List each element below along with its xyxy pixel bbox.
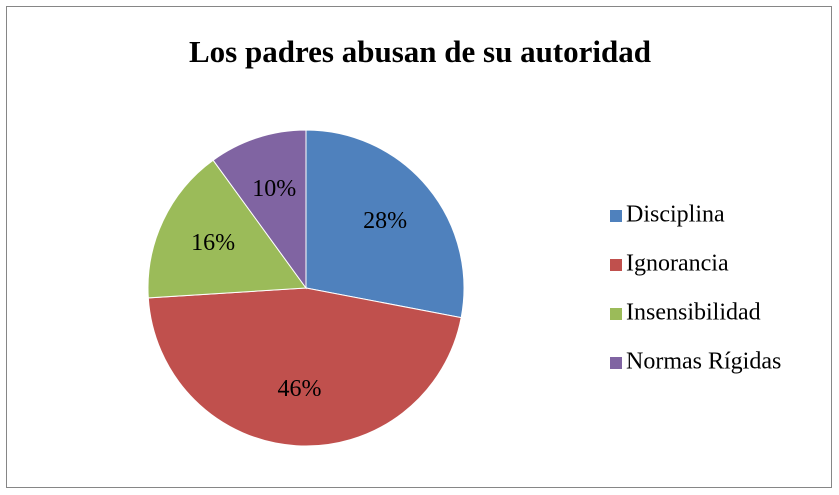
- legend-swatch: [610, 259, 622, 271]
- legend-swatch: [610, 357, 622, 369]
- chart-title: Los padres abusan de su autoridad: [189, 34, 651, 69]
- legend-swatch: [610, 210, 622, 222]
- data-label: 46%: [278, 376, 322, 402]
- legend-label: Normas Rígidas: [626, 349, 781, 375]
- pie-slice: [212, 129, 307, 290]
- pie-slice: [147, 287, 462, 447]
- data-label: 10%: [252, 176, 296, 202]
- legend-label: Disciplina: [626, 202, 725, 228]
- data-label: 28%: [363, 208, 407, 234]
- pie-slice: [305, 129, 465, 319]
- legend-label: Ignorancia: [626, 251, 729, 277]
- legend-label: Insensibilidad: [626, 300, 761, 326]
- data-label: 16%: [191, 230, 235, 256]
- legend-swatch: [610, 308, 622, 320]
- pie-slice: [147, 159, 307, 299]
